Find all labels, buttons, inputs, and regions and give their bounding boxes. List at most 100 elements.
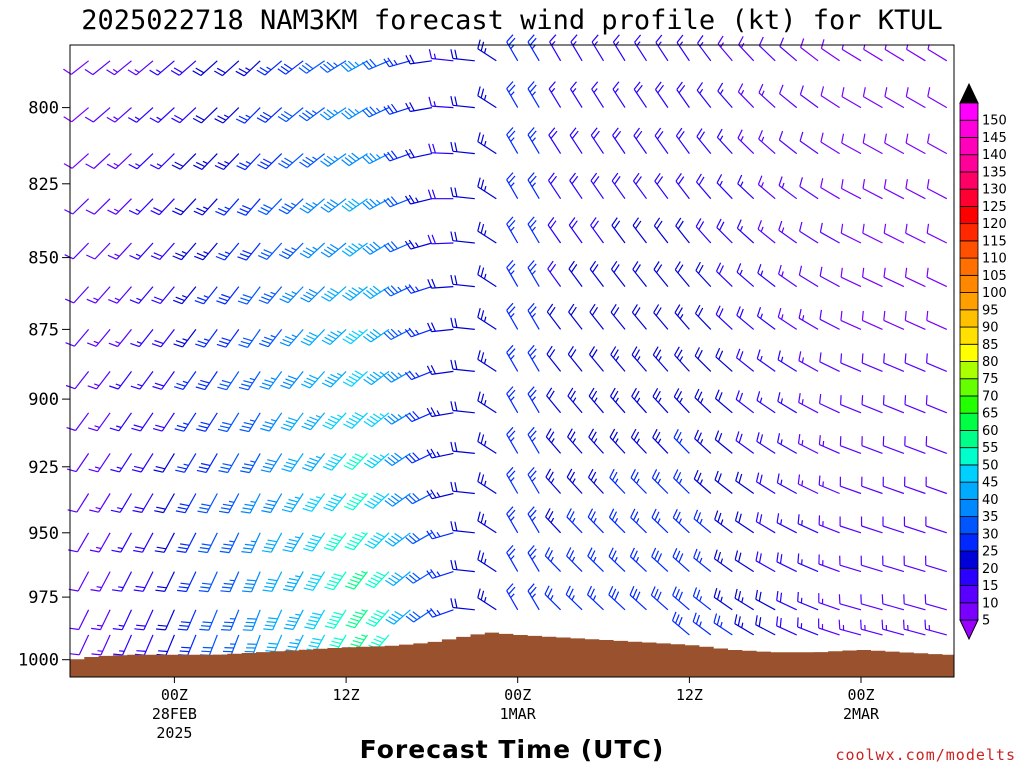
barb-flag [219, 340, 229, 345]
wind-barb [694, 388, 712, 414]
barb-flag [110, 468, 120, 473]
barb-flag [344, 157, 353, 164]
barb-flag [280, 384, 290, 390]
barb-flag [777, 350, 781, 360]
wind-barb [925, 555, 947, 573]
barb-flag [671, 611, 677, 621]
wind-barb [154, 493, 175, 514]
wind-barb [298, 107, 325, 122]
barb-flag [737, 83, 744, 93]
barb-flag [480, 267, 485, 277]
x-tick-date: 28FEB [152, 705, 197, 723]
wind-barb [799, 85, 819, 109]
barb-staff [675, 225, 690, 244]
barb-staff [95, 286, 111, 304]
barb-staff [798, 360, 819, 372]
barb-flag [333, 611, 343, 616]
barb-half-flag [801, 440, 804, 446]
barb-flag [675, 217, 682, 227]
barb-flag [698, 264, 704, 274]
barb-flag [924, 619, 927, 630]
barb-half-flag [333, 155, 339, 160]
barb-flag [280, 426, 291, 431]
barb-flag [194, 300, 204, 305]
wind-barb [257, 153, 283, 170]
barb-flag [611, 217, 618, 226]
wind-barb [109, 371, 132, 390]
barb-staff [904, 564, 926, 573]
barb-flag [180, 621, 191, 624]
barb-staff [697, 42, 712, 62]
wind-barb [861, 353, 883, 372]
barb-flag [201, 650, 211, 653]
barb-flag [675, 173, 682, 182]
barb-half-flag [657, 518, 661, 524]
barb-flag [390, 371, 399, 379]
barb-staff [186, 609, 197, 631]
barb-flag [282, 381, 293, 386]
barb-flag [477, 221, 481, 232]
wind-barb [477, 432, 497, 454]
wind-barb [153, 453, 175, 473]
barb-flag [611, 172, 619, 182]
barb-flag [549, 263, 557, 273]
barb-flag [480, 134, 485, 144]
wind-barb [630, 469, 647, 494]
barb-flag [222, 503, 233, 507]
barb-flag [348, 375, 358, 382]
barb-staff [187, 634, 197, 656]
barb-half-flag [116, 466, 122, 470]
barb-half-flag [510, 555, 515, 560]
barb-flag [672, 547, 678, 558]
barb-flag [321, 295, 330, 302]
barb-staff [883, 362, 905, 372]
barb-flag [506, 34, 514, 43]
barb-half-flag [156, 116, 162, 121]
wind-barb [904, 267, 926, 288]
barb-staff [756, 481, 776, 495]
barb-staff [452, 606, 475, 611]
barb-flag [283, 63, 293, 70]
barb-flag [426, 490, 433, 500]
barb-flag [341, 159, 350, 167]
wind-barb [363, 412, 390, 428]
barb-flag [716, 615, 721, 626]
barb-flag [405, 455, 413, 464]
barb-half-flag [436, 451, 441, 457]
barb-staff [840, 404, 862, 414]
barb-flag [394, 610, 404, 617]
barb-flag [218, 470, 228, 474]
barb-flag [862, 87, 866, 97]
barb-flag [153, 296, 164, 301]
barb-flag [370, 537, 380, 544]
wind-barb [714, 510, 733, 534]
barb-half-flag [156, 163, 162, 167]
barb-flag [548, 471, 554, 481]
barb-flag [736, 306, 741, 316]
barb-staff [140, 412, 154, 432]
wind-barb [674, 304, 690, 330]
barb-flag [387, 497, 397, 505]
barb-flag [130, 342, 140, 348]
barb-staff [569, 180, 583, 200]
barb-staff [527, 590, 540, 611]
wind-barb [862, 179, 883, 200]
wind-barb [383, 57, 411, 68]
barb-flag [108, 342, 118, 348]
wind-barb [149, 60, 175, 76]
barb-flag [716, 590, 721, 600]
barb-flag [529, 306, 537, 315]
barb-flag [330, 373, 340, 380]
wind-barb [217, 412, 240, 433]
wind-barb [927, 133, 948, 155]
barb-flag [714, 470, 719, 481]
barb-flag [384, 417, 392, 425]
barb-flag [264, 379, 274, 384]
barb-flag [69, 653, 80, 656]
barb-flag [305, 584, 316, 588]
barb-half-flag [531, 593, 536, 599]
barb-flag [693, 509, 699, 519]
barb-flag [431, 278, 436, 289]
wind-barb [839, 516, 862, 534]
barb-flag [301, 383, 311, 389]
